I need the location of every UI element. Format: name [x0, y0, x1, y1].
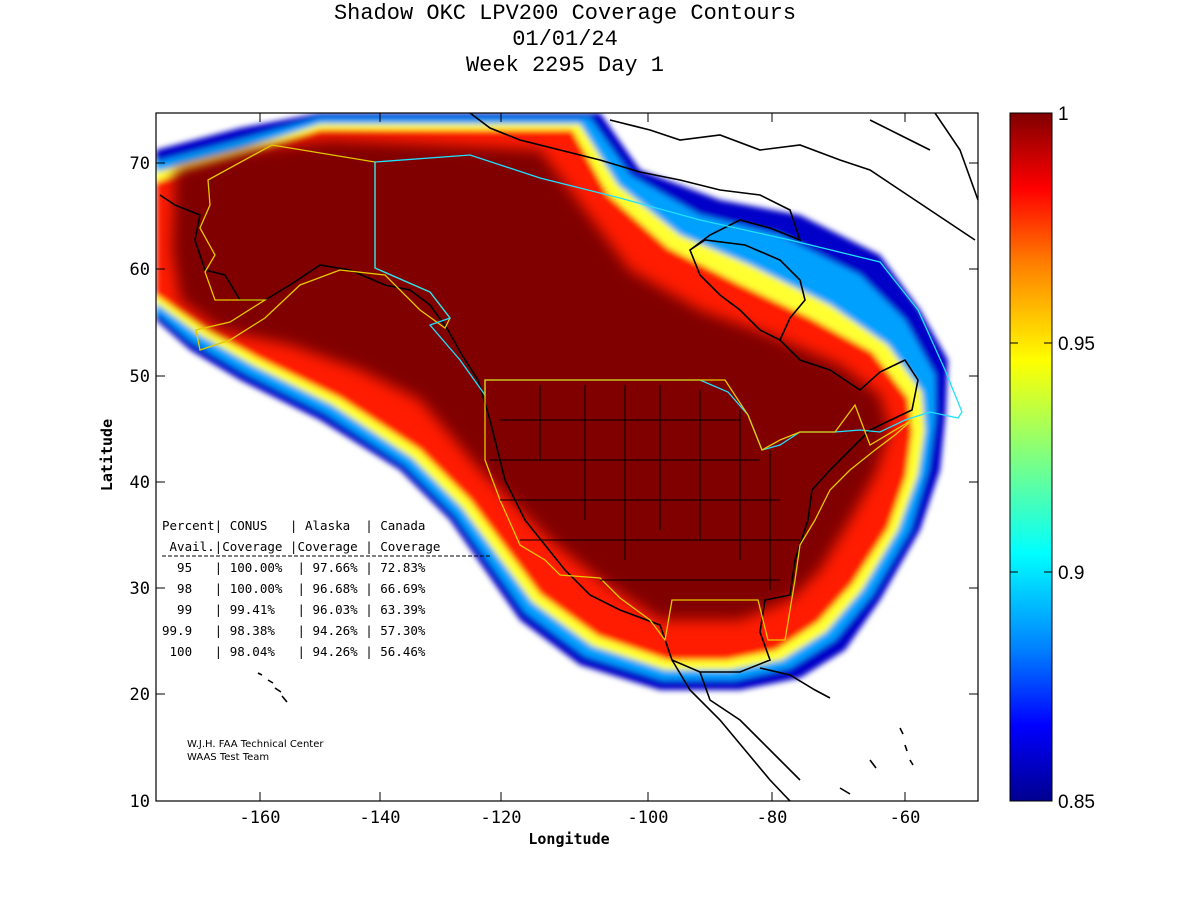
table-header-row2: Avail.|Coverage |Coverage | Coverage — [162, 539, 440, 554]
table-row: 99 | 99.41% | 96.03% | 63.39% — [162, 602, 426, 617]
plot-title-line3: Week 2295 Day 1 — [465, 53, 665, 78]
table-row: 100 | 98.04% | 94.26% | 56.46% — [162, 644, 426, 659]
plot-title-line2: 01/01/24 — [512, 27, 618, 52]
x-tick-label: -80 — [757, 808, 788, 828]
cuba-coastline — [759, 667, 831, 699]
table-row: 95 | 100.00% | 97.66% | 72.83% — [162, 560, 426, 575]
y-tick-label: 40 — [130, 473, 150, 493]
x-tick-label: -100 — [628, 808, 669, 828]
x-tick-label: -140 — [360, 808, 401, 828]
colorbar-ticks — [1010, 342, 1052, 573]
coastlines — [159, 113, 978, 801]
y-tick-label: 20 — [130, 685, 150, 705]
coverage-stats-table: Percent| CONUS | Alaska | Canada Avail.|… — [162, 518, 492, 659]
colorbar-label: 0.9 — [1058, 563, 1084, 584]
central-america-coastline — [671, 659, 801, 801]
x-tick-label: -60 — [890, 808, 921, 828]
credit-line2: WAAS Test Team — [187, 752, 269, 763]
table-row: 99.9 | 98.38% | 94.26% | 57.30% — [162, 623, 426, 638]
y-axis-ticks — [156, 162, 978, 802]
colorbar-label: 0.85 — [1058, 792, 1095, 813]
credit-line1: W.J.H. FAA Technical Center — [187, 739, 324, 750]
hawaii-islands — [257, 672, 288, 703]
y-tick-label: 50 — [130, 367, 150, 387]
x-axis-ticks — [259, 113, 906, 801]
hudson-bay-coastline — [689, 239, 806, 341]
plot-title-line1: Shadow OKC LPV200 Coverage Contours — [333, 1, 797, 26]
y-tick-label: 30 — [130, 579, 150, 599]
table-header-row1: Percent| CONUS | Alaska | Canada — [162, 518, 425, 533]
table-row: 98 | 100.00% | 96.68% | 66.69% — [162, 581, 426, 596]
conus-region-boundary — [484, 379, 913, 642]
y-tick-label: 70 — [130, 154, 150, 174]
colorbar — [1009, 112, 1053, 802]
x-tick-label: -120 — [481, 808, 522, 828]
x-axis-label: Longitude — [528, 830, 609, 848]
caribbean-islands — [839, 727, 914, 795]
north-america-coastline — [159, 113, 919, 673]
y-tick-label: 60 — [130, 260, 150, 280]
x-tick-label: -160 — [240, 808, 281, 828]
colorbar-label: 0.95 — [1058, 334, 1095, 355]
plot-frame — [155, 112, 979, 802]
arctic-islands-coastline — [609, 113, 978, 241]
state-lines — [490, 385, 800, 590]
region-boundaries — [195, 144, 963, 642]
y-axis-label: Latitude — [98, 419, 116, 491]
y-tick-label: 10 — [130, 792, 150, 812]
state-boundaries — [490, 385, 800, 590]
colorbar-label: 1 — [1058, 104, 1069, 125]
